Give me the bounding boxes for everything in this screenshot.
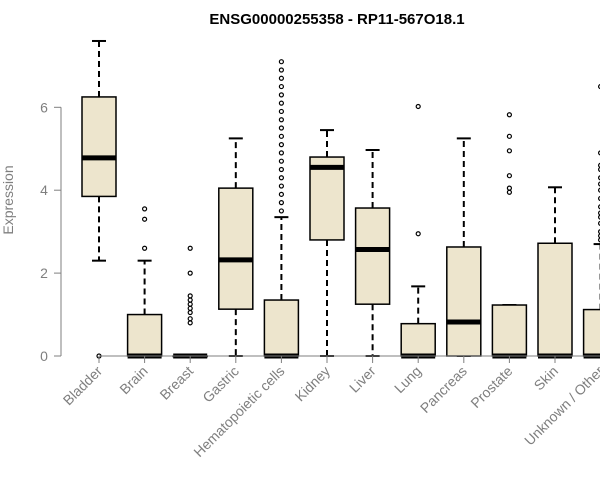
box-body (400, 322, 436, 357)
outlier-point (278, 158, 284, 164)
x-category-label: Skin (531, 363, 562, 394)
outlier-point (598, 220, 600, 226)
outlier-point (598, 233, 600, 239)
outlier-point (278, 83, 284, 90)
outlier-point (506, 189, 512, 195)
outlier-point (278, 75, 284, 81)
box-gastric (218, 137, 254, 357)
outlier-point (506, 173, 512, 179)
outlier-point (278, 175, 284, 181)
box-body (537, 242, 573, 357)
outlier-point (278, 59, 284, 65)
outlier-point (598, 187, 600, 193)
outlier-point (278, 142, 284, 148)
outlier-point (415, 103, 421, 110)
box-kidney (309, 129, 345, 357)
outlier-point (598, 162, 600, 168)
boxes-group (81, 39, 600, 359)
x-category-label: Bladder (60, 363, 106, 409)
x-category-label: Lung (391, 363, 424, 396)
outlier-point (506, 148, 512, 154)
x-category-label: Brain (116, 363, 150, 397)
box-body (354, 207, 391, 305)
outlier-point (142, 216, 148, 222)
x-category-label: Unknown / Other (521, 363, 600, 449)
outlier-point (598, 166, 600, 173)
box-body (446, 246, 482, 357)
outlier-point (278, 150, 284, 156)
box-body (582, 308, 600, 357)
outlier-point (415, 231, 421, 237)
outlier-point (598, 237, 600, 243)
outlier-point (187, 301, 193, 307)
outlier-point (278, 117, 284, 123)
outlier-point (278, 208, 284, 214)
outlier-point (278, 133, 284, 139)
y-tick-label: 0 (40, 348, 48, 364)
x-category-label: Liver (346, 363, 379, 396)
y-tick-label: 4 (40, 182, 48, 198)
outlier-point (187, 305, 193, 311)
box-liver (354, 148, 391, 357)
x-category-label: Gastric (199, 363, 242, 406)
outlier-point (598, 181, 600, 187)
outlier-point (187, 297, 193, 303)
box-lung (400, 103, 436, 359)
box-unknown-other (582, 84, 600, 359)
outlier-point (187, 245, 193, 251)
outlier-point (187, 293, 193, 299)
box-body (81, 96, 117, 198)
outlier-point (598, 150, 600, 156)
box-breast (172, 245, 208, 359)
outlier-point (187, 270, 193, 276)
box-prostate (491, 112, 528, 359)
x-category-label: Prostate (467, 363, 515, 411)
outlier-point (278, 92, 284, 98)
outlier-point (598, 84, 600, 90)
outlier-point (506, 112, 512, 118)
box-body (491, 304, 528, 357)
outlier-point (187, 309, 193, 316)
box-body (218, 187, 254, 310)
outlier-point (598, 195, 600, 202)
outlier-point (598, 210, 600, 216)
outlier-point (598, 175, 600, 181)
box-body (126, 313, 163, 357)
outlier-point (278, 108, 284, 115)
outlier-point (142, 206, 148, 212)
x-category-label: Breast (156, 363, 196, 403)
y-axis-label: Expression (0, 165, 16, 234)
outlier-point (278, 166, 284, 173)
box-bladder (81, 39, 117, 359)
x-category-label: Kidney (292, 363, 334, 405)
outlier-point (278, 67, 284, 73)
y-tick-label: 6 (40, 99, 48, 115)
outlier-point (506, 185, 512, 191)
box-skin (537, 186, 573, 359)
outlier-point (187, 316, 193, 322)
x-category-label: Hematopoietic cells (190, 363, 287, 460)
box-hematopoietic-cells (263, 59, 300, 359)
y-axis: 0 2 4 6 (40, 99, 62, 364)
outlier-point (598, 204, 600, 210)
chart-title: ENSG00000255358 - RP11-567O18.1 (209, 11, 464, 28)
outlier-point (598, 214, 600, 220)
outlier-point (278, 191, 284, 197)
box-pancreas (446, 137, 482, 357)
outlier-point (278, 183, 284, 189)
outlier-point (142, 245, 148, 251)
box-body (309, 156, 345, 241)
outlier-point (278, 125, 284, 131)
outlier-point (598, 229, 600, 235)
outlier-point (187, 320, 193, 326)
outlier-point (278, 200, 284, 206)
x-category-label: Pancreas (417, 363, 470, 416)
box-body (263, 299, 300, 357)
y-tick-label: 2 (40, 265, 48, 281)
outlier-point (506, 133, 512, 139)
box-brain (126, 206, 163, 359)
outlier-point (278, 100, 284, 106)
